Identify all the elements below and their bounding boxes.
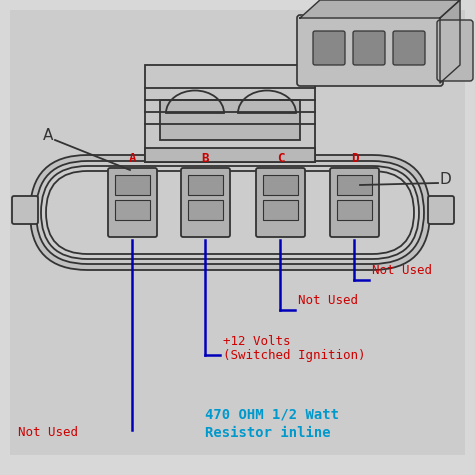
FancyBboxPatch shape: [188, 175, 223, 195]
FancyBboxPatch shape: [263, 175, 298, 195]
Text: D: D: [439, 172, 451, 188]
FancyBboxPatch shape: [145, 65, 315, 162]
FancyBboxPatch shape: [330, 168, 379, 237]
Text: (Switched Ignition): (Switched Ignition): [223, 349, 365, 362]
Text: Not Used: Not Used: [298, 294, 358, 307]
FancyBboxPatch shape: [263, 200, 298, 220]
Text: 470 OHM 1/2 Watt: 470 OHM 1/2 Watt: [205, 408, 339, 422]
FancyBboxPatch shape: [188, 200, 223, 220]
FancyBboxPatch shape: [36, 161, 424, 264]
Text: A: A: [129, 152, 136, 165]
FancyBboxPatch shape: [30, 155, 430, 270]
FancyBboxPatch shape: [10, 10, 465, 455]
FancyBboxPatch shape: [393, 31, 425, 65]
FancyBboxPatch shape: [160, 100, 300, 140]
Text: C: C: [277, 152, 284, 165]
FancyBboxPatch shape: [256, 168, 305, 237]
Text: Not Used: Not Used: [372, 264, 432, 277]
FancyBboxPatch shape: [145, 148, 315, 162]
FancyBboxPatch shape: [337, 200, 372, 220]
FancyBboxPatch shape: [437, 20, 473, 81]
Text: B: B: [202, 152, 209, 165]
Text: Resistor inline: Resistor inline: [205, 426, 331, 440]
Text: A: A: [43, 127, 53, 142]
FancyBboxPatch shape: [353, 31, 385, 65]
Polygon shape: [300, 0, 460, 18]
FancyBboxPatch shape: [337, 175, 372, 195]
FancyBboxPatch shape: [12, 196, 38, 224]
FancyBboxPatch shape: [181, 168, 230, 237]
Text: Not Used: Not Used: [18, 426, 78, 438]
FancyBboxPatch shape: [297, 15, 443, 86]
FancyBboxPatch shape: [41, 166, 419, 259]
Text: D: D: [351, 152, 358, 165]
FancyBboxPatch shape: [313, 31, 345, 65]
FancyBboxPatch shape: [428, 196, 454, 224]
FancyBboxPatch shape: [115, 200, 150, 220]
Polygon shape: [440, 0, 460, 83]
FancyBboxPatch shape: [108, 168, 157, 237]
Text: +12 Volts: +12 Volts: [223, 335, 291, 348]
FancyBboxPatch shape: [115, 175, 150, 195]
